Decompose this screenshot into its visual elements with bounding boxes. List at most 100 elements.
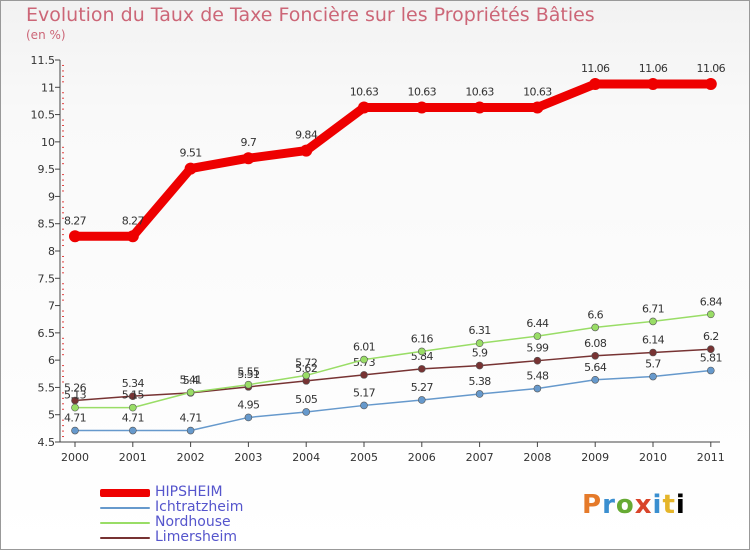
y-tick-label: 10: [41, 136, 55, 149]
y-tick-label: 5.5: [38, 381, 56, 394]
data-label-hipsheim: 10.63: [350, 85, 379, 98]
data-label-hipsheim: 9.7: [241, 136, 257, 149]
data-label-limersheim: 5.9: [472, 347, 488, 360]
x-tick-label: 2008: [523, 451, 551, 464]
data-label-ichtratzheim: 5.81: [700, 352, 722, 365]
legend-label-hipsheim: HIPSHEIM: [155, 484, 223, 500]
x-tick-label: 2011: [697, 451, 725, 464]
data-point-hipsheim: [358, 101, 370, 114]
data-point-ichtratzheim: [649, 372, 657, 381]
data-label-nordhouse: 6.6: [587, 308, 603, 321]
data-point-nordhouse: [591, 323, 600, 332]
data-label-hipsheim: 9.51: [180, 147, 202, 160]
proxiti-logo: Proxiti: [582, 490, 686, 520]
data-point-hipsheim: [300, 144, 313, 157]
data-point-hipsheim: [531, 101, 544, 114]
data-label-limersheim: 6.14: [642, 334, 665, 347]
x-tick-label: 2006: [408, 451, 436, 464]
data-point-limersheim: [475, 361, 484, 370]
data-label-limersheim: 5.34: [122, 377, 145, 390]
data-point-ichtratzheim: [706, 366, 715, 375]
legend-label-ichtratzheim: Ichtratzheim: [155, 499, 244, 515]
data-point-ichtratzheim: [71, 426, 79, 435]
data-point-hipsheim: [242, 152, 255, 165]
data-label-ichtratzheim: 5.64: [584, 361, 607, 374]
y-tick-label: 11: [41, 81, 55, 94]
y-tick-label: 11.5: [31, 54, 56, 67]
x-tick-label: 2010: [639, 451, 667, 464]
data-label-ichtratzheim: 5.48: [526, 370, 549, 383]
logo-letter: i: [652, 490, 663, 520]
y-tick-label: 8: [48, 245, 55, 258]
y-tick-label: 7: [48, 300, 55, 313]
data-point-hipsheim: [473, 101, 486, 114]
data-point-ichtratzheim: [302, 408, 311, 416]
data-point-ichtratzheim: [244, 413, 253, 422]
x-tick-label: 2007: [466, 451, 494, 464]
data-point-hipsheim: [704, 78, 717, 91]
data-point-ichtratzheim: [475, 390, 484, 398]
data-point-ichtratzheim: [129, 426, 137, 435]
data-point-nordhouse: [417, 347, 426, 356]
series-line-ichtratzheim: [74, 369, 712, 432]
data-label-limersheim: 6.2: [703, 330, 719, 343]
data-point-nordhouse: [360, 355, 368, 364]
data-point-nordhouse: [533, 332, 542, 340]
data-point-ichtratzheim: [533, 384, 542, 393]
legend-swatch-hipsheim: [100, 489, 150, 497]
data-point-limersheim: [591, 351, 600, 360]
data-label-limersheim: 6.08: [584, 337, 607, 350]
data-label-hipsheim: 11.06: [581, 62, 610, 75]
data-point-limersheim: [360, 371, 368, 379]
logo-letter: t: [662, 490, 676, 520]
data-label-hipsheim: 8.27: [122, 214, 145, 227]
data-label-limersheim: 5.51: [237, 368, 259, 381]
data-point-nordhouse: [244, 380, 253, 389]
logo-letter: i: [675, 490, 686, 520]
data-label-hipsheim: 8.27: [64, 214, 87, 227]
y-tick-label: 10.5: [31, 109, 56, 122]
y-tick-label: 9: [48, 190, 55, 203]
legend-swatch-ichtratzheim: [100, 507, 150, 509]
data-point-hipsheim: [415, 101, 428, 114]
data-point-hipsheim: [126, 230, 139, 243]
data-point-hipsheim: [589, 78, 602, 91]
data-point-nordhouse: [649, 317, 657, 326]
data-point-nordhouse: [706, 310, 715, 319]
x-tick-label: 2004: [292, 451, 320, 464]
x-tick-label: 2005: [350, 451, 378, 464]
y-tick-label: 5: [48, 409, 55, 422]
data-label-hipsheim: 10.63: [465, 85, 494, 98]
data-label-ichtratzheim: 4.71: [64, 412, 86, 425]
data-point-nordhouse: [71, 403, 79, 412]
data-point-ichtratzheim: [417, 396, 426, 404]
data-label-nordhouse: 6.01: [353, 341, 375, 354]
data-label-limersheim: 5.99: [526, 342, 549, 355]
y-tick-label: 8.5: [38, 218, 56, 231]
y-tick-label: 9.5: [38, 163, 56, 176]
data-point-hipsheim: [647, 78, 659, 91]
data-label-nordhouse: 6.16: [411, 332, 434, 345]
data-point-limersheim: [129, 392, 137, 400]
data-label-ichtratzheim: 5.38: [469, 375, 492, 388]
data-point-ichtratzheim: [186, 426, 195, 435]
data-label-nordhouse: 5.13: [64, 389, 87, 402]
legend-label-nordhouse: Nordhouse: [155, 514, 231, 530]
data-label-hipsheim: 10.63: [523, 85, 552, 98]
data-label-nordhouse: 6.71: [642, 302, 664, 315]
data-label-ichtratzheim: 4.95: [237, 398, 260, 411]
data-point-nordhouse: [129, 403, 137, 412]
unit-label: (en %): [26, 28, 66, 42]
legend-swatch-nordhouse: [100, 522, 150, 524]
data-point-nordhouse: [475, 339, 484, 348]
data-label-ichtratzheim: 5.27: [411, 381, 434, 394]
data-point-ichtratzheim: [591, 375, 600, 384]
data-label-ichtratzheim: 4.71: [180, 412, 202, 425]
data-point-hipsheim: [69, 230, 81, 243]
x-tick-label: 2009: [581, 451, 609, 464]
data-label-ichtratzheim: 5.05: [295, 393, 318, 406]
data-point-nordhouse: [186, 388, 195, 397]
data-label-ichtratzheim: 5.17: [353, 386, 376, 399]
